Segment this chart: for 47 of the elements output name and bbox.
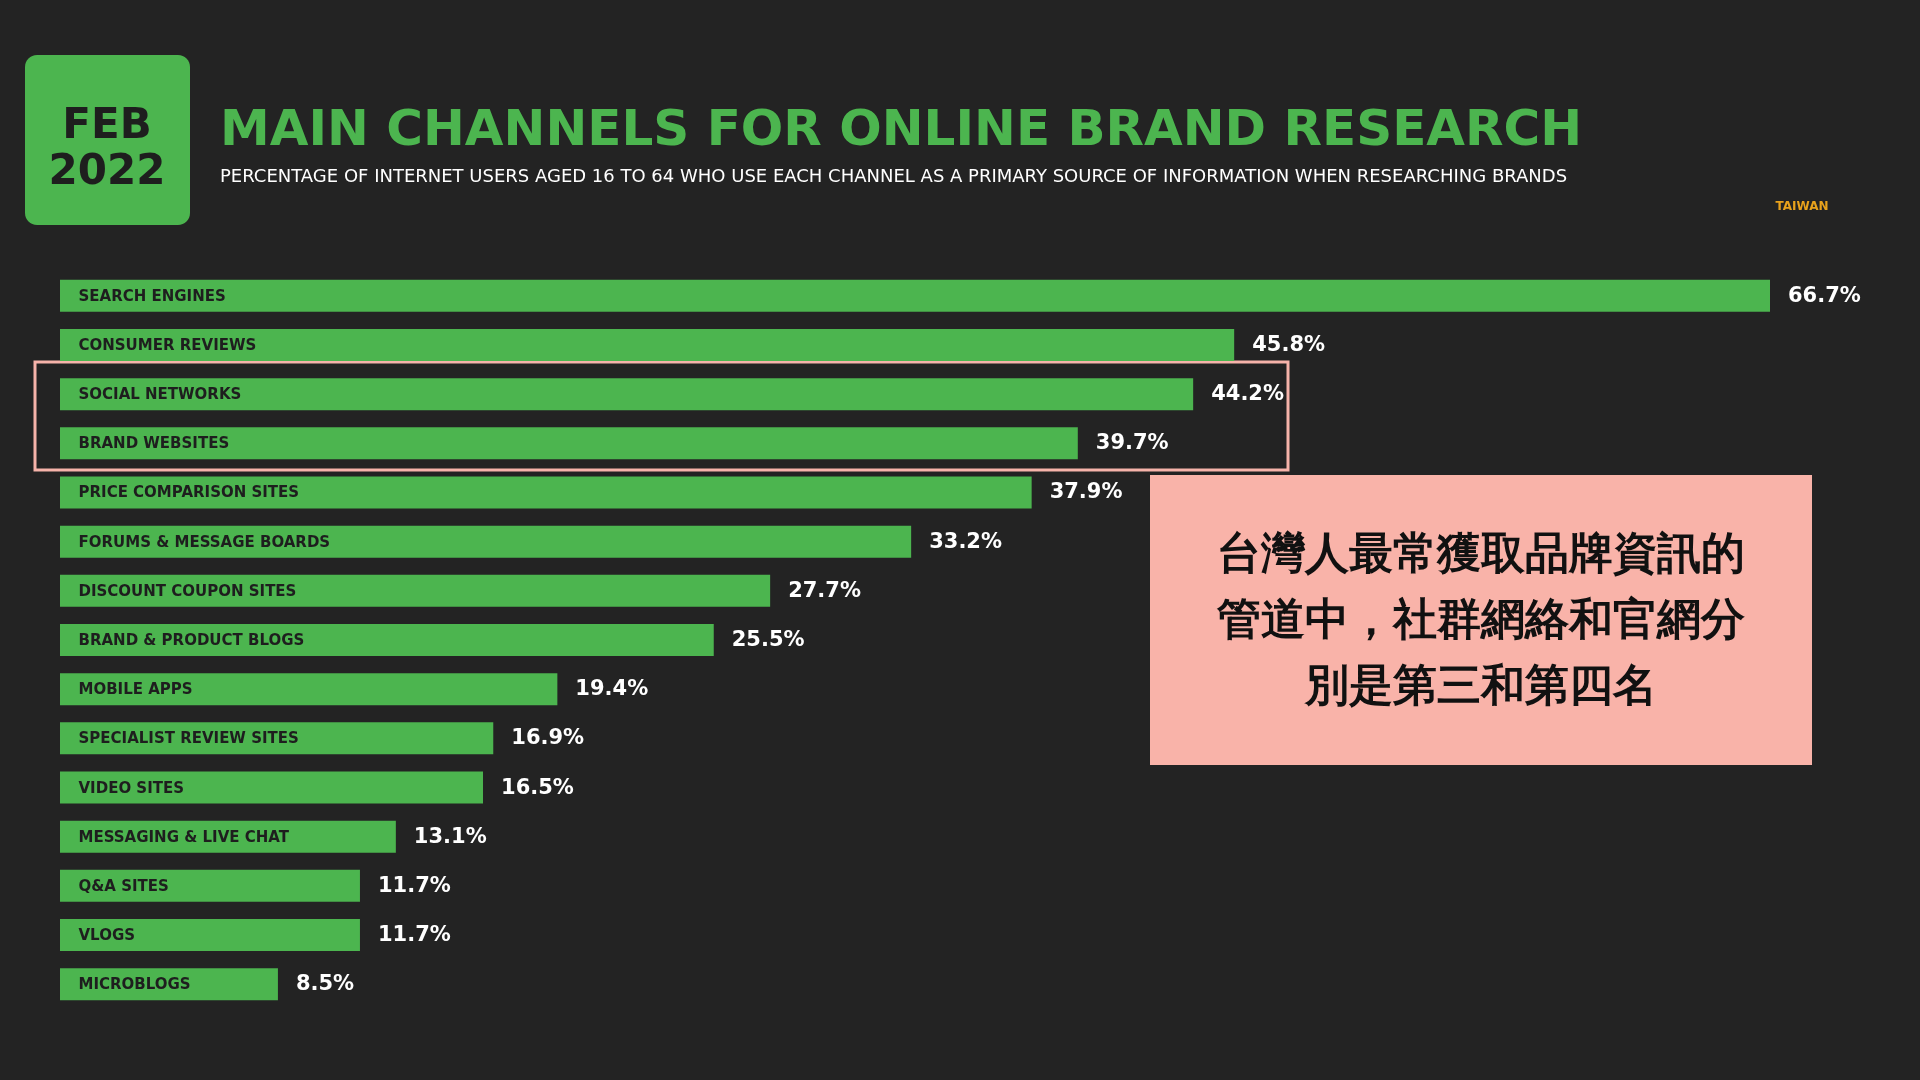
y-tick-label: BRAND & PRODUCT BLOGS bbox=[78, 631, 305, 649]
chart-subtitle: PERCENTAGE OF INTERNET USERS AGED 16 TO 64 WHO USE EACH CHANNEL AS A PRIMARY SOURCE OF INFORMATION WHEN RESEARCHING BRANDS bbox=[220, 165, 1568, 186]
data-label: 16.5% bbox=[501, 774, 574, 799]
data-label: 66.7% bbox=[1788, 282, 1861, 307]
y-tick-label: MICROBLOGS bbox=[78, 975, 191, 994]
y-tick-label: VIDEO SITES bbox=[78, 778, 185, 797]
y-tick-label: DISCOUNT COUPON SITES bbox=[78, 581, 297, 600]
bar bbox=[60, 869, 360, 902]
bar bbox=[60, 476, 1032, 509]
y-tick-label: SPECIALIST REVIEW SITES bbox=[78, 729, 299, 748]
y-tick-label: MOBILE APPS bbox=[78, 680, 193, 699]
data-label: 19.4% bbox=[575, 676, 649, 701]
bar bbox=[60, 771, 484, 804]
bar bbox=[60, 427, 1078, 460]
bar bbox=[60, 525, 912, 558]
text: TAIWAN bbox=[1775, 199, 1829, 213]
data-label: 37.9% bbox=[1049, 479, 1123, 504]
data-label: 8.5% bbox=[295, 971, 355, 996]
data-label: 33.2% bbox=[929, 528, 1003, 553]
y-tick-label: MESSAGING & LIVE CHAT bbox=[78, 827, 290, 846]
data-label: 11.7% bbox=[377, 872, 451, 897]
y-tick-label: FORUMS & MESSAGE BOARDS bbox=[78, 532, 331, 551]
bar bbox=[60, 624, 714, 656]
chart-title: MAIN CHANNELS FOR ONLINE BRAND RESEARCH bbox=[220, 99, 1583, 157]
text: FEB 2022 bbox=[48, 99, 166, 194]
y-tick-label: Q&A SITES bbox=[78, 876, 169, 895]
bar bbox=[60, 378, 1194, 411]
data-label: 44.2% bbox=[1211, 381, 1285, 406]
y-tick-label: SOCIAL NETWORKS bbox=[78, 385, 242, 404]
y-tick-label: PRICE COMPARISON SITES bbox=[78, 483, 300, 502]
y-tick-label: BRAND WEBSITES bbox=[78, 434, 230, 453]
data-label: 13.1% bbox=[413, 823, 487, 848]
y-tick-label: SEARCH ENGINES bbox=[78, 286, 226, 305]
data-label: 45.8% bbox=[1252, 331, 1326, 356]
data-label: 25.5% bbox=[731, 627, 805, 651]
data-label: 16.9% bbox=[511, 725, 585, 750]
y-tick-label: CONSUMER REVIEWS bbox=[78, 335, 257, 354]
bar bbox=[60, 919, 360, 951]
data-label: 39.7% bbox=[1095, 430, 1169, 455]
bar bbox=[60, 329, 1235, 361]
y-tick-label: VLOGS bbox=[78, 926, 135, 945]
annotation: 台灣人最常獲取品牌資訊的管道中，社群網絡和官網分別是第三和第四名 bbox=[1216, 527, 1745, 710]
bar bbox=[60, 574, 771, 607]
data-label: 27.7% bbox=[788, 577, 862, 602]
bar bbox=[60, 279, 1770, 312]
data-label: 11.7% bbox=[377, 922, 451, 947]
bar bbox=[60, 673, 558, 706]
